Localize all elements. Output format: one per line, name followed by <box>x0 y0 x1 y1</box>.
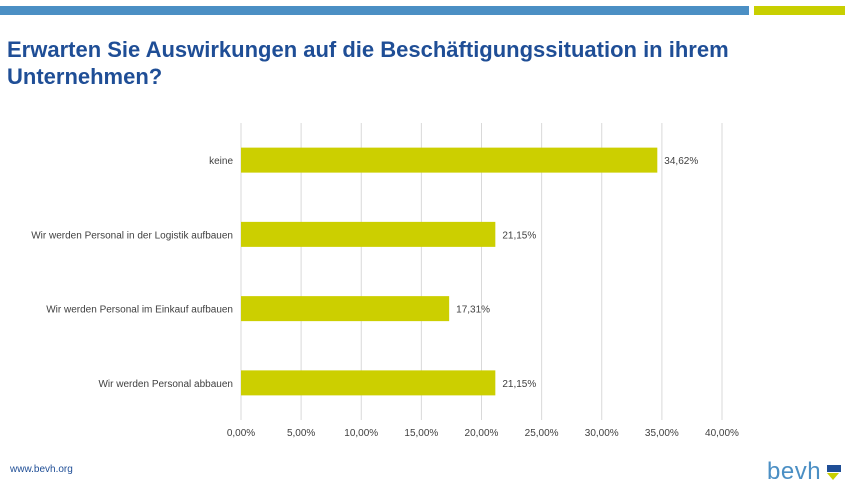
header-accent-bar-lime <box>754 6 845 15</box>
data-label: 17,31% <box>456 305 490 316</box>
category-label: Wir werden Personal im Einkauf aufbauen <box>46 305 233 316</box>
bevh-logo: bevh <box>767 458 847 488</box>
x-tick-label: 30,00% <box>585 428 619 439</box>
bar <box>241 370 496 396</box>
bar <box>241 221 496 247</box>
x-tick-label: 0,00% <box>227 428 255 439</box>
x-tick-label: 25,00% <box>525 428 559 439</box>
category-label: Wir werden Personal abbauen <box>98 379 233 390</box>
x-tick-label: 35,00% <box>645 428 679 439</box>
category-label: keine <box>209 156 233 167</box>
data-label: 34,62% <box>664 156 698 167</box>
page-title: Erwarten Sie Auswirkungen auf die Beschä… <box>7 37 729 89</box>
x-tick-label: 40,00% <box>705 428 739 439</box>
bar <box>241 147 658 173</box>
x-tick-label: 5,00% <box>287 428 315 439</box>
data-label: 21,15% <box>502 379 536 390</box>
footer-url[interactable]: www.bevh.org <box>10 464 73 475</box>
x-tick-label: 10,00% <box>344 428 378 439</box>
data-label: 21,15% <box>502 230 536 241</box>
header-accent-bar-blue <box>0 6 749 15</box>
logo-wordmark: bevh <box>767 458 822 485</box>
logo-mark-icon <box>827 465 841 480</box>
bar <box>241 296 450 322</box>
x-tick-label: 20,00% <box>465 428 499 439</box>
x-tick-label: 15,00% <box>404 428 438 439</box>
category-label: Wir werden Personal in der Logistik aufb… <box>31 230 233 241</box>
